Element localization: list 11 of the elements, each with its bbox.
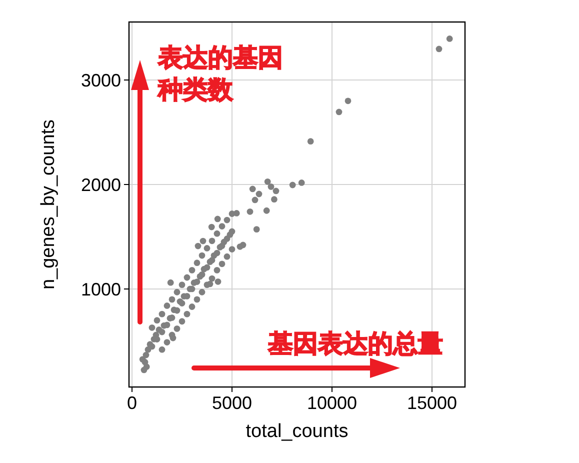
x-tick-label: 0 — [126, 393, 138, 413]
y-tick-label: 1000 — [80, 279, 121, 300]
y-tick-label: 3000 — [80, 70, 121, 90]
y-tick-label: 2000 — [80, 174, 121, 195]
x-tick-label: 15000 — [406, 393, 458, 413]
annotation: 表达的基因种类数 — [157, 43, 283, 104]
annotation: 基因表达的总量 — [267, 329, 443, 358]
x-tick-label: 10000 — [306, 393, 358, 413]
x-tick-label: 5000 — [212, 393, 252, 413]
x-axis-title: total_counts — [246, 421, 348, 442]
y-axis-title: n_genes_by_counts — [38, 119, 59, 290]
